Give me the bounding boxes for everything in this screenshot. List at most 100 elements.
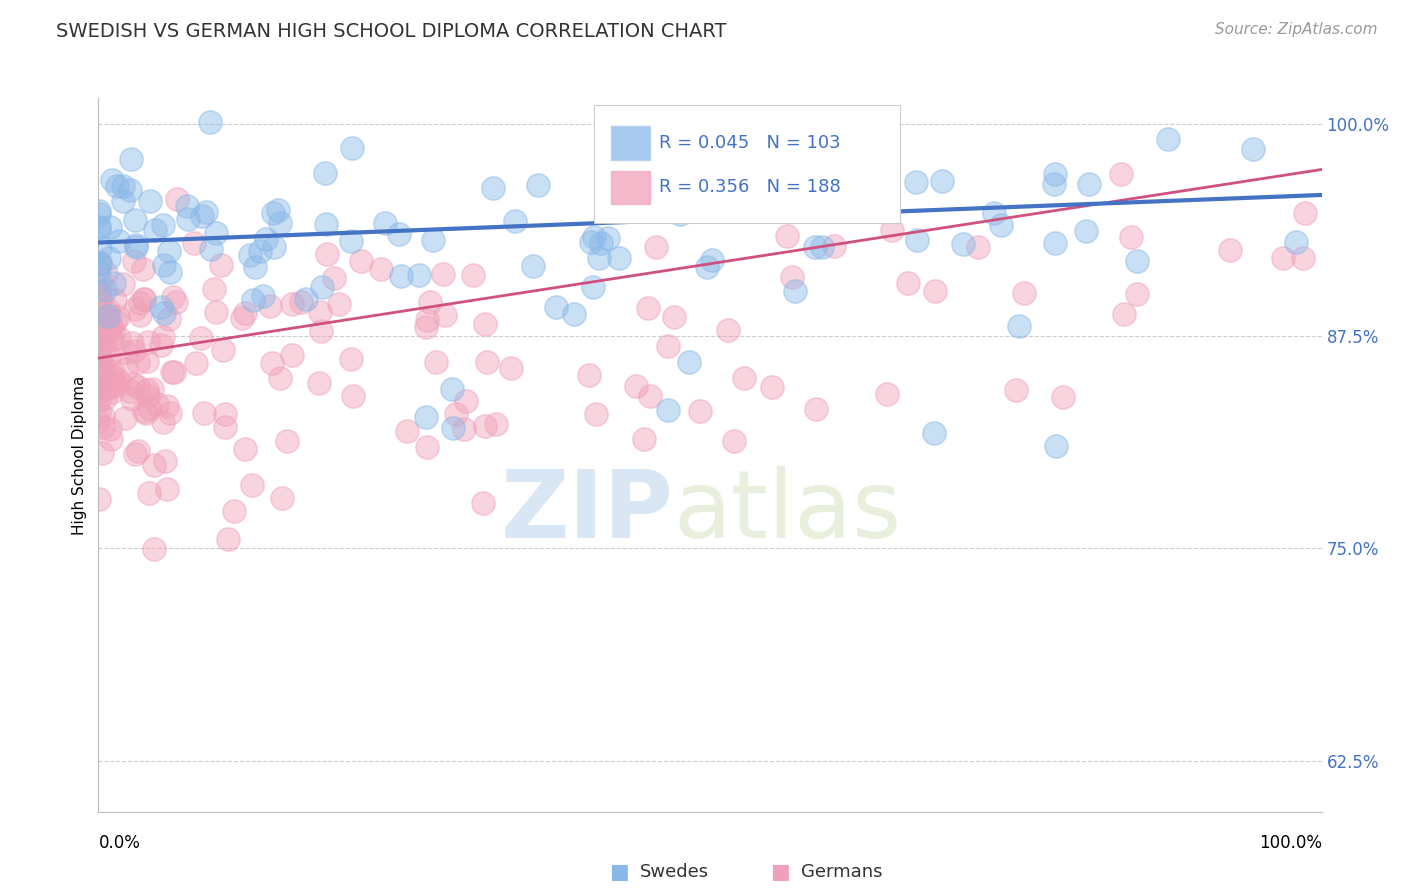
Text: SWEDISH VS GERMAN HIGH SCHOOL DIPLOMA CORRELATION CHART: SWEDISH VS GERMAN HIGH SCHOOL DIPLOMA CO…: [56, 22, 727, 41]
Point: [1121, 230, 1143, 244]
Point: [150, 300, 173, 314]
Point: [91, 419, 114, 434]
Point: [124, 302, 146, 317]
Point: [262, 356, 284, 370]
Point: [111, 194, 134, 209]
Point: [323, 271, 346, 285]
Point: [91, 446, 114, 460]
Point: [112, 277, 135, 291]
Point: [190, 209, 212, 223]
Point: [596, 231, 619, 245]
Point: [159, 406, 181, 420]
Point: [214, 408, 236, 422]
Point: [122, 254, 145, 268]
Point: [583, 230, 606, 244]
Point: [149, 337, 172, 351]
Point: [1043, 167, 1066, 181]
Point: [134, 292, 156, 306]
Point: [242, 293, 264, 307]
Point: [1294, 206, 1316, 220]
Point: [391, 268, 413, 283]
Point: [823, 238, 845, 252]
Point: [396, 424, 419, 438]
Point: [107, 310, 129, 325]
Point: [156, 399, 179, 413]
Point: [422, 233, 444, 247]
Point: [125, 238, 148, 252]
Point: [98, 422, 121, 436]
Point: [91, 334, 114, 348]
Point: [723, 202, 745, 216]
Point: [1043, 178, 1066, 192]
Point: [240, 478, 263, 492]
Point: [143, 458, 166, 472]
FancyBboxPatch shape: [612, 170, 650, 204]
Point: [1125, 253, 1147, 268]
Point: [152, 415, 174, 429]
Point: [98, 324, 121, 338]
Point: [1077, 177, 1099, 191]
Point: [645, 240, 668, 254]
Point: [194, 204, 217, 219]
Point: [122, 376, 145, 391]
Point: [238, 247, 260, 261]
Point: [340, 234, 363, 248]
Point: [1008, 318, 1031, 333]
FancyBboxPatch shape: [593, 105, 900, 223]
Point: [609, 252, 631, 266]
Point: [588, 251, 610, 265]
Point: [441, 421, 464, 435]
Point: [101, 324, 124, 338]
Point: [146, 397, 169, 411]
Point: [98, 381, 121, 395]
Point: [157, 244, 180, 258]
Point: [87, 326, 110, 340]
Point: [485, 417, 508, 431]
Point: [1012, 286, 1035, 301]
Text: R = 0.045   N = 103: R = 0.045 N = 103: [658, 134, 841, 152]
Point: [1045, 439, 1067, 453]
Point: [983, 206, 1005, 220]
Point: [108, 330, 131, 344]
Point: [87, 265, 110, 279]
Point: [294, 292, 316, 306]
Point: [905, 233, 928, 247]
Point: [761, 380, 783, 394]
Point: [183, 235, 205, 250]
Point: [882, 223, 904, 237]
Point: [415, 313, 437, 327]
Point: [87, 335, 110, 350]
Point: [1043, 236, 1066, 251]
Point: [138, 486, 160, 500]
Point: [89, 285, 111, 299]
Point: [700, 253, 723, 268]
Point: [1271, 251, 1294, 265]
Point: [121, 335, 143, 350]
Point: [118, 384, 141, 399]
Text: atlas: atlas: [673, 466, 901, 558]
Point: [349, 254, 371, 268]
Point: [990, 218, 1012, 232]
Point: [87, 414, 110, 428]
Point: [87, 322, 110, 336]
Point: [87, 207, 110, 221]
Point: [966, 239, 988, 253]
Point: [96, 266, 118, 280]
Point: [128, 309, 150, 323]
Point: [723, 434, 745, 448]
Point: [259, 299, 281, 313]
Point: [193, 406, 215, 420]
Point: [1112, 307, 1135, 321]
Point: [280, 297, 302, 311]
Point: [135, 406, 157, 420]
Point: [166, 193, 188, 207]
Point: [328, 297, 350, 311]
Point: [94, 391, 117, 405]
Point: [804, 401, 827, 416]
Point: [91, 355, 114, 369]
Point: [87, 492, 110, 507]
Point: [657, 403, 679, 417]
Point: [444, 407, 467, 421]
Point: [456, 393, 478, 408]
Point: [280, 348, 302, 362]
